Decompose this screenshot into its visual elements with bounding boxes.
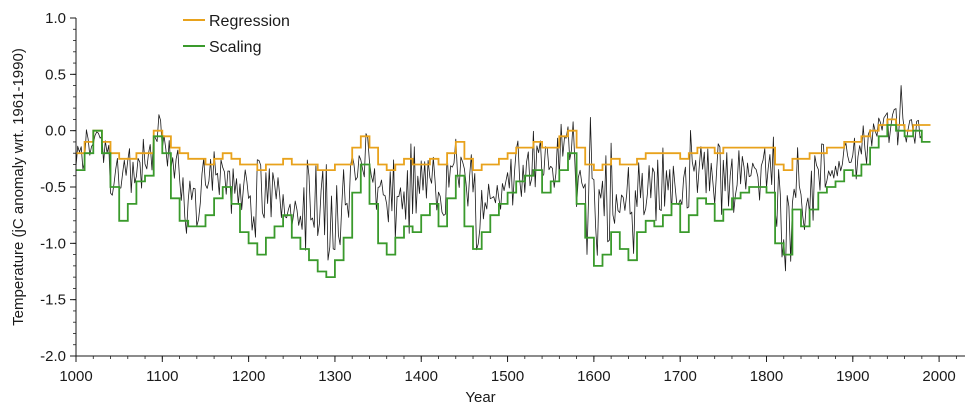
y-tick-label: -2.0 [40, 348, 66, 365]
x-axis-title: Year [465, 389, 495, 406]
y-axis-title: Temperature (jC anomaly wrt. 1961-1990) [10, 48, 27, 326]
x-tick-label: 1000 [59, 368, 92, 385]
x-ticks: 1000 1100 1200 1300 1400 1500 1600 1700 1800 1900… [59, 356, 957, 385]
x-tick-label: 1500 [491, 368, 524, 385]
series-lines [76, 118, 931, 278]
y-tick-label: 0.0 [45, 123, 66, 140]
y-tick-label: 1.0 [45, 10, 66, 27]
y-tick-label: -1.5 [40, 292, 66, 309]
x-tick-label: 1700 [663, 368, 696, 385]
reconstruction-line [75, 85, 923, 272]
y-tick-label: -0.5 [40, 179, 66, 196]
legend-label-regression: Regression [209, 13, 290, 30]
x-tick-label: 1300 [318, 368, 351, 385]
series-line-regression [76, 118, 931, 171]
y-ticks: 1.0 0.5 0.0 -0.5 -1.0 -1.5 -2.0 [40, 10, 76, 365]
series-line-scaling [76, 124, 931, 278]
x-tick-label: 1600 [577, 368, 610, 385]
x-tick-label: 1400 [405, 368, 438, 385]
x-tick-label: 2000 [922, 368, 955, 385]
annual-reconstruction-line [75, 85, 923, 272]
y-tick-label: -1.0 [40, 235, 66, 252]
x-tick-label: 1900 [836, 368, 869, 385]
legend-label-scaling: Scaling [209, 39, 261, 56]
x-tick-label: 1800 [750, 368, 783, 385]
legend: Regression Scaling [183, 13, 290, 56]
x-tick-label: 1200 [232, 368, 265, 385]
y-tick-label: 0.5 [45, 66, 66, 83]
x-tick-label: 1100 [146, 368, 178, 385]
